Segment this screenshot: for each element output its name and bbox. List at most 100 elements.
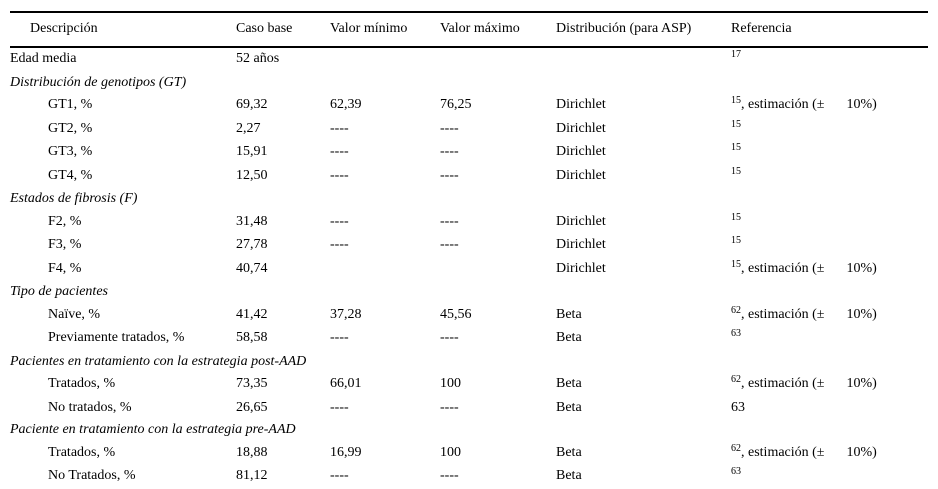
reference-superscript: 15 — [731, 142, 741, 153]
cell-max-value: ---- — [440, 144, 459, 159]
cell-max-value: ---- — [440, 167, 459, 183]
section-row: Pacientes en tratamiento con la estrateg… — [10, 351, 928, 374]
reference-superscript: 62 — [731, 442, 741, 454]
reference-percent: 10%) — [846, 444, 877, 460]
cell-reference: 63 — [731, 399, 745, 415]
cell-reference: 63 — [731, 327, 928, 351]
cell-base-case: 18,88 — [236, 444, 268, 460]
cell-min-value — [330, 47, 440, 72]
cell-max-value: 76,25 — [440, 97, 472, 112]
table-container: Descripción Caso base Valor mínimo Valor má… — [10, 11, 928, 489]
cell-reference: 62, estimación (± 10%) — [731, 304, 877, 322]
table-row: Tratados, % 73,35 66,01 100 Beta 62, estimaci… — [10, 373, 928, 397]
cell-max-value: ---- — [440, 120, 459, 136]
cell-max-value — [440, 47, 556, 72]
cell-base-case: 26,65 — [236, 399, 268, 415]
table-header: Descripción Caso base Valor mínimo Valor má… — [10, 12, 928, 47]
cell-distribution: Dirichlet — [556, 120, 606, 136]
section-row: Distribución de genotipos (GT) — [10, 72, 928, 95]
reference-percent: 10%) — [846, 260, 877, 276]
cell-distribution: Beta — [556, 399, 582, 415]
cell-max-value: 100 — [440, 376, 461, 391]
cell-reference: 15 — [731, 234, 928, 258]
cell-base-case: 2,27 — [236, 120, 261, 136]
column-header-1: Caso base — [236, 21, 293, 36]
table-row: Previamente tratados, % 58,58 ---- ---- Beta… — [10, 327, 928, 351]
column-header-5: Referencia — [731, 21, 792, 36]
cell-description: GT3, % — [48, 144, 93, 159]
reference-superscript: 62 — [731, 374, 741, 385]
table-row: F3, % 27,78 ---- ---- Dirichlet 15 — [10, 234, 928, 258]
cell-base-case: 12,50 — [236, 167, 268, 183]
reference-superscript: 15 — [731, 235, 741, 246]
reference-percent: 10%) — [846, 97, 877, 112]
table-row: No Tratados, % 81,12 ---- ---- Beta 63 — [10, 465, 928, 489]
cell-min-value: ---- — [330, 330, 349, 345]
cell-description: GT4, % — [48, 167, 93, 183]
cell-reference: 62, estimación (± 10%) — [731, 374, 877, 391]
cell-reference: 15 — [731, 141, 928, 165]
cell-base-case: 40,74 — [236, 260, 268, 276]
cell-min-value: 66,01 — [330, 376, 362, 391]
cell-min-value: ---- — [330, 468, 349, 483]
cell-min-value: ---- — [330, 144, 349, 159]
column-header-0: Descripción — [30, 21, 98, 36]
reference-superscript: 15 — [731, 165, 741, 177]
cell-distribution: Beta — [556, 444, 582, 460]
reference-percent: 10%) — [846, 306, 877, 322]
cell-base-case: 81,12 — [236, 468, 268, 483]
reference-superscript: 15 — [731, 118, 741, 130]
cell-description: F4, % — [48, 260, 82, 276]
cell-max-value: ---- — [440, 237, 459, 252]
cell-min-value: 16,99 — [330, 444, 362, 460]
cell-max-value: ---- — [440, 399, 459, 415]
cell-min-value: ---- — [330, 237, 349, 252]
table-row: F4, % 40,74 Dirichlet 15, estimación (± 10%) — [10, 258, 928, 282]
cell-reference: 62, estimación (± 10%) — [731, 442, 877, 460]
cell-base-case: 41,42 — [236, 306, 268, 322]
cell-max-value: 100 — [440, 444, 461, 460]
column-header-2: Valor mínimo — [330, 21, 408, 36]
cell-base-case: 69,32 — [236, 97, 268, 112]
cell-max-value: ---- — [440, 330, 459, 345]
cell-reference: 63 — [731, 465, 928, 489]
cell-max-value — [440, 258, 556, 282]
table-row: Edad media 52 años 17 — [10, 47, 928, 72]
cell-description: No tratados, % — [48, 399, 132, 415]
table-row: Tratados, % 18,88 16,99 100 Beta 62, estimaci… — [10, 442, 928, 466]
cell-description: Tratados, % — [48, 444, 116, 460]
parameters-table: Descripción Caso base Valor mínimo Valor má… — [10, 11, 928, 489]
cell-description: Edad media — [10, 51, 77, 66]
table-row: GT2, % 2,27 ---- ---- Dirichlet 15 — [10, 118, 928, 142]
cell-description: Naïve, % — [48, 306, 101, 322]
table-row: Naïve, % 41,42 37,28 45,56 Beta 62, estimació… — [10, 304, 928, 328]
section-row: Estados de fibrosis (F) — [10, 188, 928, 211]
table-body: Edad media 52 años 17 Distribución de genot… — [10, 47, 928, 489]
cell-max-value: ---- — [440, 468, 459, 483]
reference-superscript: 17 — [731, 49, 741, 60]
section-title: Paciente en tratamiento con la estrategi… — [10, 422, 296, 437]
reference-superscript: 63 — [731, 466, 741, 477]
table-row: GT3, % 15,91 ---- ---- Dirichlet 15 — [10, 141, 928, 165]
table-row: No tratados, % 26,65 ---- ---- Beta 63 — [10, 397, 928, 420]
cell-distribution: Dirichlet — [556, 260, 606, 276]
cell-reference: 15, estimación (± 10%) — [731, 258, 877, 276]
cell-distribution: Dirichlet — [556, 213, 606, 229]
cell-distribution: Beta — [556, 376, 582, 391]
cell-min-value: ---- — [330, 120, 349, 136]
reference-percent: 10%) — [846, 376, 877, 391]
section-title: Tipo de pacientes — [10, 284, 108, 299]
cell-description: F2, % — [48, 213, 82, 229]
cell-reference: 17 — [731, 47, 928, 72]
reference-superscript: 63 — [731, 328, 741, 339]
cell-min-value: ---- — [330, 399, 349, 415]
cell-min-value — [330, 258, 440, 282]
reference-superscript: 15 — [731, 258, 741, 270]
cell-description: GT1, % — [48, 97, 93, 112]
cell-base-case: 27,78 — [236, 237, 268, 252]
reference-superscript: 15 — [731, 95, 741, 106]
cell-distribution: Beta — [556, 468, 582, 483]
cell-description: No Tratados, % — [48, 468, 136, 483]
reference-superscript: 15 — [731, 211, 741, 223]
cell-distribution: Dirichlet — [556, 144, 606, 159]
